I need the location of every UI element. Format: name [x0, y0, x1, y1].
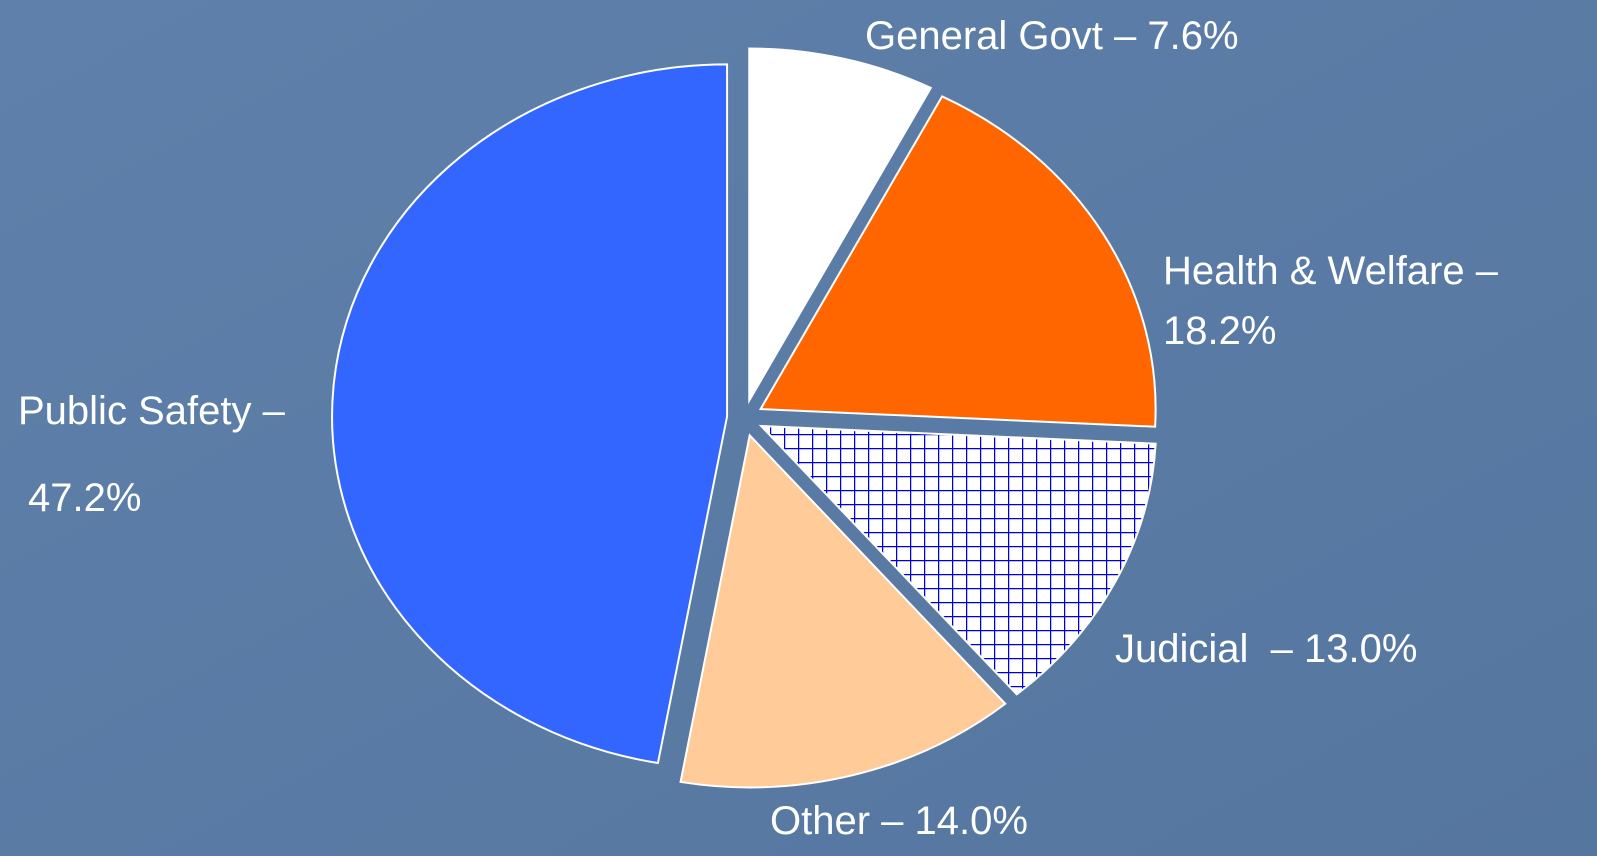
- pie-slice: [758, 95, 1157, 428]
- slice-label: Public Safety –: [18, 389, 286, 433]
- pie-slice: [758, 424, 1157, 696]
- slice-label: Judicial – 13.0%: [1115, 627, 1417, 671]
- slice-label: 47.2%: [28, 476, 141, 520]
- slice-label: 18.2%: [1163, 309, 1276, 353]
- slice-label: General Govt – 7.6%: [865, 14, 1239, 58]
- pie-slice: [331, 63, 729, 765]
- slice-label: Other – 14.0%: [770, 799, 1028, 843]
- slice-label: Health & Welfare –: [1163, 249, 1499, 293]
- pie-slice: [679, 433, 1007, 789]
- pie-slice: [748, 47, 933, 405]
